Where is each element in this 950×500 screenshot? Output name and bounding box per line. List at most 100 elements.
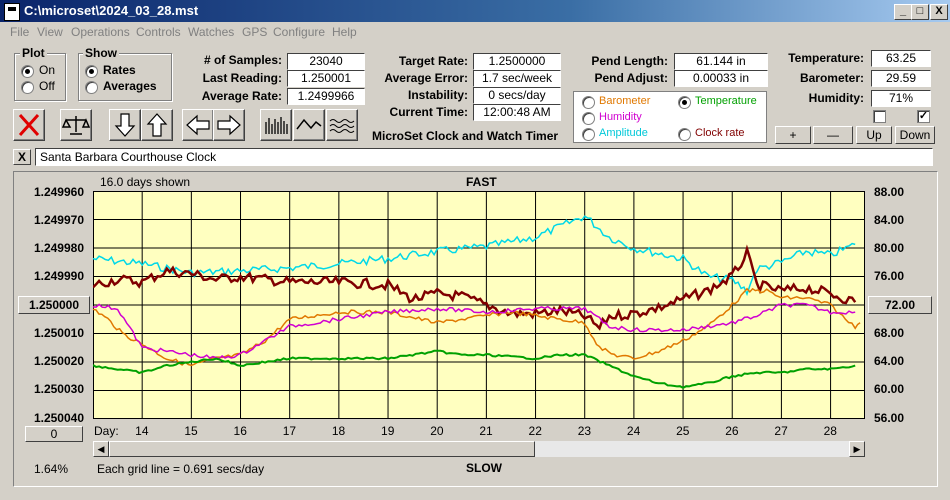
plot-area <box>93 191 865 419</box>
y-left-tick: 1.249980 <box>33 241 84 255</box>
bars-icon <box>265 117 288 134</box>
scroll-left-button[interactable]: ◀ <box>93 441 109 457</box>
y-left-tick: 1.250040 <box>33 411 84 425</box>
scroll-right-button[interactable]: ▶ <box>849 441 865 457</box>
down-arrow-button[interactable] <box>109 109 141 141</box>
temperature-label: Temperature: <box>788 51 864 65</box>
instability-label: Instability: <box>407 88 468 102</box>
x-tick-label: 24 <box>626 424 641 438</box>
y-left-tick: 1.250020 <box>33 354 84 368</box>
y-right-tick: 84.00 <box>874 213 905 227</box>
menu-help[interactable]: Help <box>332 25 357 39</box>
average-rate-field: 1.2499966 <box>287 88 365 105</box>
smooth-graph-button[interactable] <box>326 109 358 141</box>
left-arrow-button[interactable] <box>182 109 214 141</box>
show-group <box>78 53 172 101</box>
plot-off-radio[interactable] <box>21 81 34 94</box>
bar-graph-button[interactable] <box>260 109 292 141</box>
last-reading-field: 1.250001 <box>287 70 365 87</box>
close-window-button[interactable]: X <box>930 4 948 20</box>
plot-off-label: Off <box>39 79 55 93</box>
series-humidity <box>93 302 856 360</box>
line-graph-button[interactable] <box>293 109 325 141</box>
x-tick-label: 26 <box>725 424 739 438</box>
x-tick-label: 20 <box>430 424 444 438</box>
clock-name-input[interactable]: Santa Barbara Courthouse Clock <box>35 148 933 166</box>
y-left-tick: 1.250010 <box>33 326 84 340</box>
checkbox-left[interactable] <box>873 110 886 123</box>
show-rates-radio[interactable] <box>85 65 98 78</box>
up-arrow-button[interactable] <box>141 109 173 141</box>
pend-length-label: Pend Length: <box>591 54 668 68</box>
balance-button[interactable] <box>60 109 92 141</box>
samples-field: 23040 <box>287 53 365 70</box>
y-right-tick: 80.00 <box>874 241 905 255</box>
x-tick-label: 16 <box>233 424 247 438</box>
menu-operations[interactable]: Operations <box>71 25 130 39</box>
stop-button[interactable] <box>13 109 45 141</box>
percent-readout: 1.64% <box>34 462 69 476</box>
target-rate-label: Target Rate: <box>398 54 468 68</box>
down-arrow-icon <box>114 113 136 137</box>
plot-group <box>14 53 66 101</box>
show-rates-label: Rates <box>103 63 136 77</box>
y-right-tick: 88.00 <box>874 185 905 199</box>
clear-clock-button[interactable]: X <box>13 149 31 165</box>
show-averages-radio[interactable] <box>85 81 98 94</box>
right-arrow-button[interactable] <box>213 109 245 141</box>
menu-file[interactable]: File <box>10 25 30 39</box>
y-right-tick: 56.00 <box>874 411 905 425</box>
menu-controls[interactable]: Controls <box>136 25 181 39</box>
x-tick-label: 17 <box>282 424 297 438</box>
grid-note: Each grid line = 0.691 secs/day <box>97 462 265 476</box>
current-time-label: Current Time: <box>389 105 468 119</box>
plus-button[interactable]: + <box>775 126 811 144</box>
y-right-tick: 68.00 <box>874 326 905 340</box>
y-right-selected-button[interactable]: 72.00 <box>868 296 932 314</box>
title-bar <box>0 0 950 22</box>
x-tick-label: 22 <box>528 424 542 438</box>
x-tick-label: 19 <box>381 424 395 438</box>
menu-gps[interactable]: GPS <box>242 25 268 39</box>
humidity-radio[interactable] <box>582 112 595 125</box>
target-rate-field: 1.2500000 <box>473 53 561 70</box>
menu-configure[interactable]: Configure <box>273 25 326 39</box>
y-left-selected-button[interactable]: 1.250000 <box>18 296 90 314</box>
plot-on-radio[interactable] <box>21 65 34 78</box>
x-tick-label: 15 <box>184 424 198 438</box>
squiggle-icon <box>329 119 355 133</box>
menu-view[interactable]: View <box>37 25 63 39</box>
y-right-tick: 76.00 <box>874 269 905 283</box>
up-button[interactable]: Up <box>856 126 892 144</box>
maximize-button[interactable]: □ <box>911 4 929 20</box>
plot-group-title: Plot <box>20 46 47 60</box>
minus-button[interactable]: — <box>813 126 853 144</box>
y-left-tick: 1.250030 <box>33 382 84 396</box>
y-left-tick: 1.249990 <box>33 269 84 283</box>
minimize-button[interactable]: _ <box>894 4 912 20</box>
barometer-field: 29.59 <box>871 70 931 87</box>
scroll-thumb[interactable] <box>109 441 535 457</box>
zero-button[interactable]: 0 <box>25 426 83 442</box>
scales-icon <box>61 116 91 135</box>
pend-adjust-label: Pend Adjust: <box>594 71 668 85</box>
app-icon <box>4 3 20 21</box>
amplitude-radio[interactable] <box>582 128 595 141</box>
down-button[interactable]: Down <box>895 126 935 144</box>
humidity-legend-label: Humidity <box>599 111 642 123</box>
temperature-legend-label: Temperature <box>695 95 757 107</box>
menu-watches[interactable]: Watches <box>188 25 235 39</box>
barometer-radio[interactable] <box>582 96 595 109</box>
right-arrow-icon <box>217 114 241 136</box>
temperature-field: 63.25 <box>871 50 931 67</box>
clockrate-legend-label: Clock rate <box>695 127 745 139</box>
clockrate-radio[interactable] <box>678 128 691 141</box>
temperature-radio[interactable] <box>678 96 691 109</box>
x-tick-label: 28 <box>823 424 837 438</box>
barometer-label: Barometer: <box>799 71 864 85</box>
chart-frame <box>13 171 938 487</box>
checkbox-right[interactable]: ✓ <box>917 110 930 123</box>
left-arrow-icon <box>186 114 210 136</box>
show-group-title: Show <box>83 46 119 60</box>
up-arrow-icon <box>146 113 168 137</box>
